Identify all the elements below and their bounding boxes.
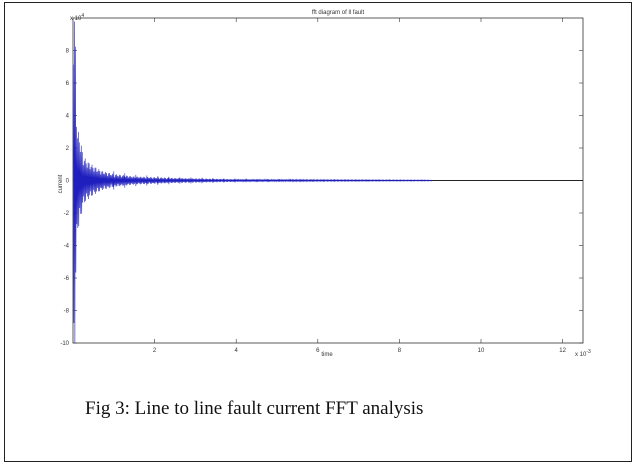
x-tick-label: 2: [153, 348, 157, 354]
y-tick-label: 8: [66, 49, 70, 55]
x-tick-label: 4: [235, 348, 239, 354]
chart-title: fft diagram of ll fault: [312, 10, 365, 16]
y-tick-label: 6: [66, 81, 70, 87]
x-tick-label: 8: [398, 348, 402, 354]
y-tick-label: 2: [66, 146, 70, 152]
x-tick-label: 10: [478, 348, 485, 354]
y-exponent-label: x 104: [70, 13, 84, 22]
y-tick-label: -4: [64, 244, 70, 250]
x-axis-label: time: [321, 352, 333, 358]
y-axis-label: current: [58, 174, 64, 193]
y-tick-label: 4: [66, 114, 70, 120]
x-tick-label: 6: [316, 348, 320, 354]
y-tick-label: 0: [66, 179, 70, 185]
signal-line: [73, 21, 433, 343]
y-tick-label: -10: [60, 341, 69, 347]
y-tick-label: -8: [64, 309, 70, 315]
signal-trace: [73, 21, 433, 343]
chart-axes: -10 -8 -6 -4 -2 0 2 4 6 8 2 4 6 8 10 12: [60, 17, 584, 354]
figure-frame: [4, 2, 632, 462]
x-tick-label: 12: [559, 348, 566, 354]
y-tick-label: -6: [64, 276, 70, 282]
x-exponent-label: x 10-3: [575, 349, 591, 358]
y-tick-label: -2: [64, 211, 70, 217]
figure-caption: Fig 3: Line to line fault current FFT an…: [85, 398, 424, 419]
